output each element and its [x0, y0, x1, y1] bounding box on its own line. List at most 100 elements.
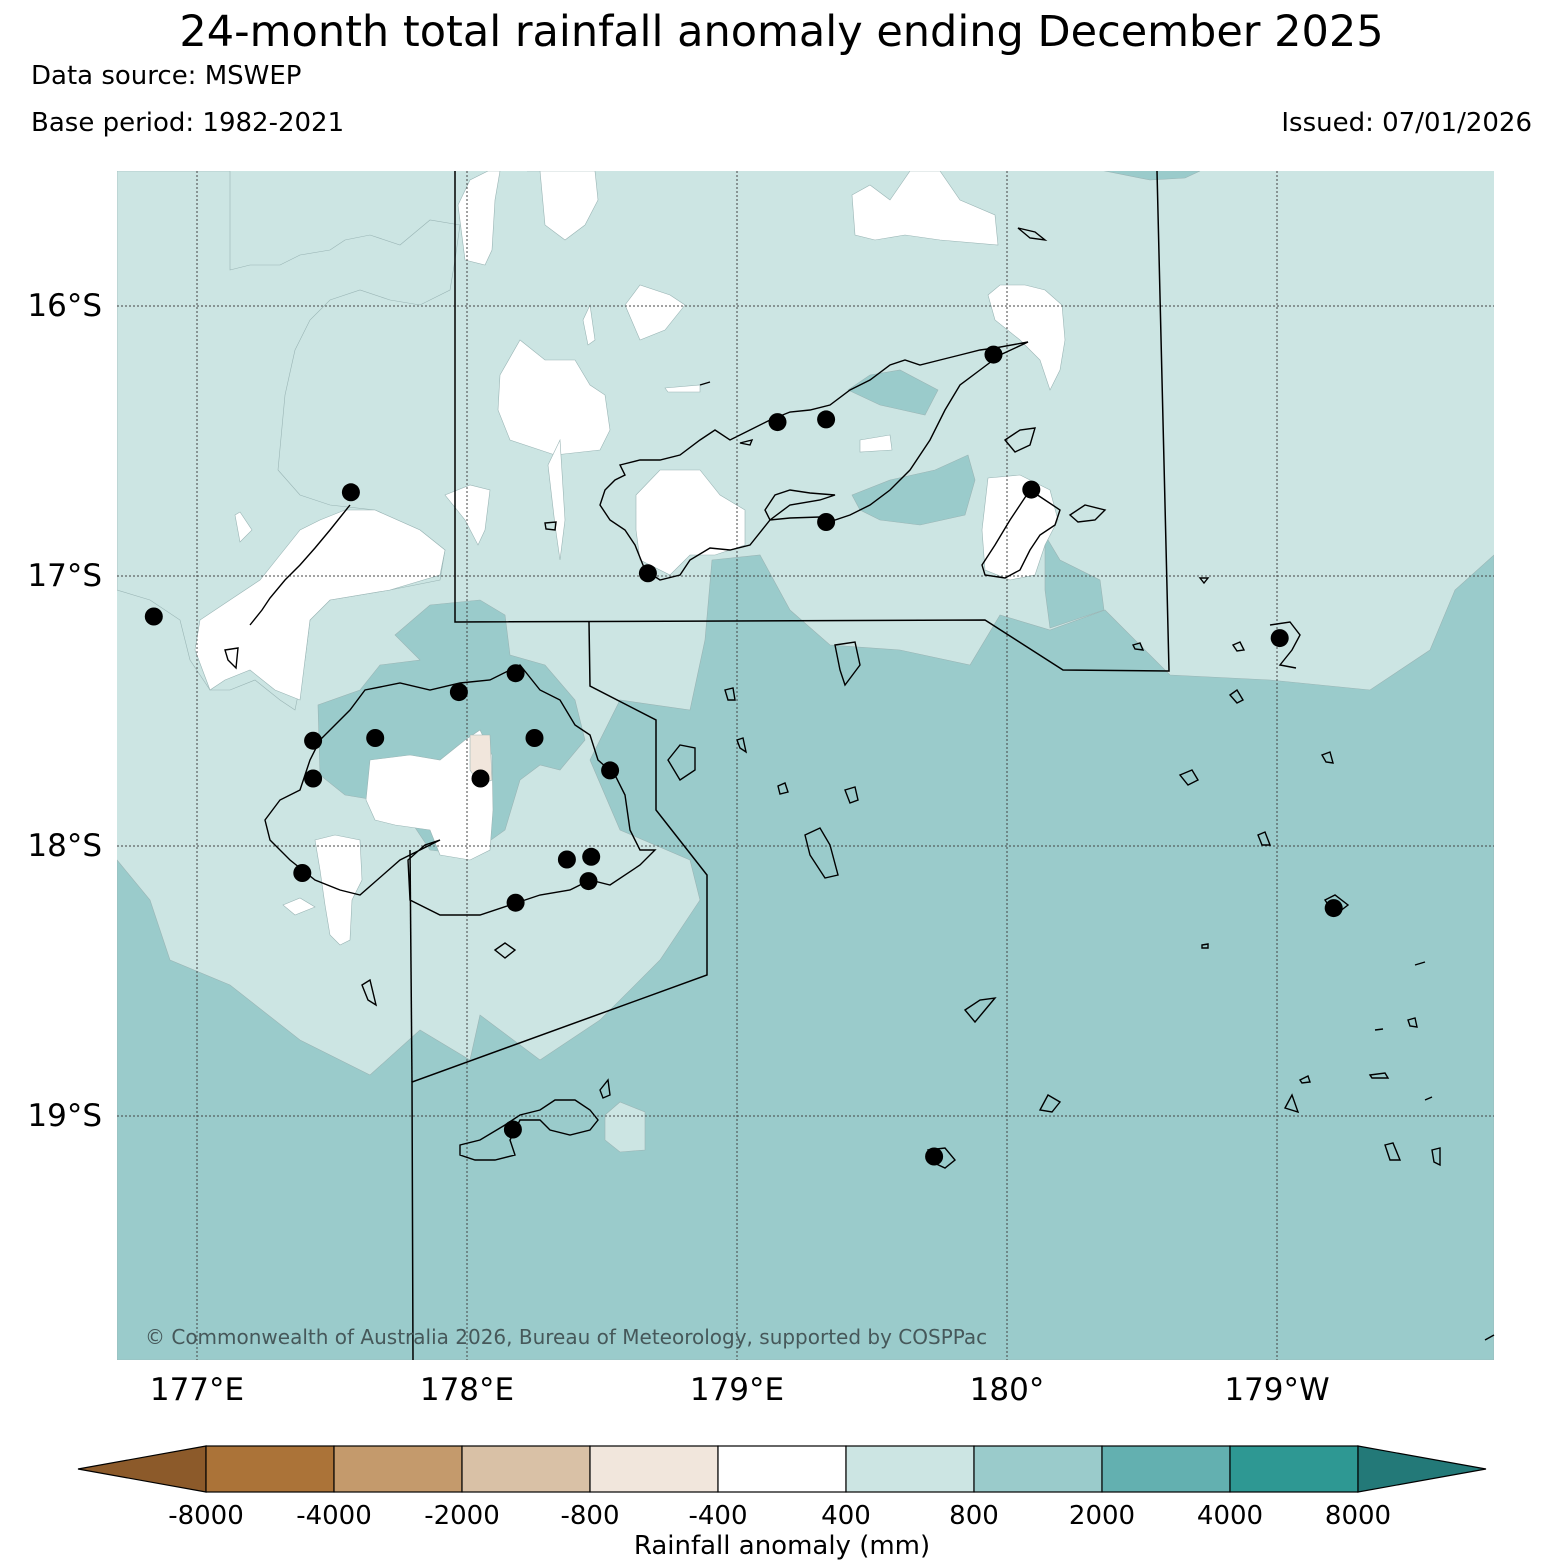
island-levuka-reef — [1198, 577, 1210, 585]
station-marker — [817, 513, 836, 531]
lat-label-16s: 16°S — [27, 288, 102, 324]
island-fulaga — [1431, 1147, 1441, 1167]
station-marker — [768, 413, 787, 432]
station-marker — [503, 1120, 522, 1139]
island-vatulele — [361, 978, 378, 1007]
station-marker — [304, 731, 323, 750]
island-vanua-vatu — [1368, 1072, 1390, 1079]
lat-label-19s: 19°S — [27, 1098, 102, 1134]
latitude-labels: 16°S 17°S 18°S 19°S — [27, 288, 102, 1134]
island-yasayasa — [1407, 1017, 1418, 1028]
island-naitauba — [1228, 688, 1244, 704]
station-marker — [638, 564, 657, 583]
colorbar-tick-label: 400 — [821, 1501, 871, 1531]
station-marker — [304, 769, 323, 788]
station-marker — [144, 607, 163, 626]
anomaly-band-800-2000-south — [117, 554, 1494, 1360]
station-marker — [506, 664, 525, 683]
island-kabara — [1283, 1093, 1300, 1114]
station-marker — [579, 872, 598, 891]
colorbar-tick-label: 8000 — [1325, 1501, 1391, 1531]
lon-label-179e: 179°E — [690, 1372, 784, 1408]
island-totoya — [1038, 1094, 1062, 1113]
colorbar-segment — [333, 1445, 463, 1493]
anomaly-band-800-2000-east — [1044, 533, 1105, 629]
colorbar-segment — [717, 1445, 847, 1493]
station-marker — [366, 729, 385, 747]
colorbar-tick-label: -2000 — [424, 1501, 500, 1531]
station-marker — [557, 850, 576, 869]
base-period-text: Base period: 1982-2021 — [31, 108, 345, 138]
island-gau — [804, 827, 839, 879]
station-marker — [471, 769, 490, 788]
station-marker — [341, 483, 360, 502]
island-namuka — [1374, 1028, 1384, 1031]
island-ono-i-lau — [1384, 1142, 1402, 1161]
island-ogea — [1424, 1096, 1433, 1101]
island-vanuabalavu — [1269, 621, 1301, 669]
station-marker — [1270, 629, 1289, 648]
station-marker — [293, 864, 312, 882]
lon-label-179w: 179°W — [1224, 1372, 1329, 1408]
lat-label-17s: 17°S — [27, 558, 102, 594]
lon-label-177e: 177°E — [150, 1372, 244, 1408]
colorbar-tick-label: -400 — [688, 1501, 747, 1531]
colorbar-tick-label: 4000 — [1197, 1501, 1263, 1531]
island-mamanuca — [224, 647, 239, 670]
colorbar-extend-low — [77, 1445, 207, 1493]
colorbar-tick-label: -800 — [560, 1501, 619, 1531]
island-nayau — [1257, 831, 1272, 846]
anomaly-band-800-2000-north-3 — [1103, 171, 1201, 181]
colorbar-extend-high — [1357, 1445, 1487, 1493]
colorbar-segment — [461, 1445, 591, 1493]
island-ruins-1 — [599, 1078, 611, 1099]
island-beqa — [493, 942, 517, 959]
island-batiki — [777, 782, 789, 795]
lat-label-18s: 18°S — [27, 828, 102, 864]
island-yadua — [544, 521, 557, 531]
station-marker — [1324, 899, 1343, 918]
colorbar-segment — [973, 1445, 1103, 1493]
station-markers — [144, 345, 1343, 1166]
longitude-labels: 177°E 178°E 179°E 180° 179°W — [150, 1372, 1330, 1408]
colorbar-tick-label: -8000 — [168, 1501, 244, 1531]
colorbar-tick-label: 800 — [949, 1501, 999, 1531]
station-marker — [984, 345, 1003, 364]
kadavu-coast — [459, 1099, 599, 1161]
lon-label-180: 180° — [970, 1372, 1045, 1408]
map-title: 24-month total rainfall anomaly ending D… — [179, 7, 1384, 57]
station-marker — [817, 410, 836, 429]
colorbar-segment — [1101, 1445, 1231, 1493]
station-marker — [449, 683, 468, 702]
anomaly-band-800-2000-north-2 — [851, 454, 976, 526]
island-rabi — [1003, 427, 1036, 453]
island-nairai — [844, 786, 859, 804]
island-kanacea — [1231, 641, 1246, 652]
lon-label-178e: 178°E — [420, 1372, 514, 1408]
station-marker — [601, 761, 620, 780]
island-yasawa — [249, 504, 351, 626]
island-wakaya — [736, 737, 748, 754]
copyright-text: © Commonwealth of Australia 2026, Bureau… — [145, 1325, 987, 1349]
colorbar-segment — [589, 1445, 719, 1493]
colorbar-segment — [845, 1445, 975, 1493]
data-source-text: Data source: MSWEP — [31, 61, 302, 91]
island-cicia — [1178, 769, 1199, 786]
island-nukulau — [1201, 943, 1209, 949]
colorbar-segment — [205, 1445, 335, 1493]
station-marker — [1022, 480, 1041, 499]
island-moala — [963, 997, 997, 1024]
island-ovalau — [834, 641, 861, 687]
station-marker — [582, 847, 601, 866]
island-mago — [1320, 751, 1334, 764]
station-marker — [506, 893, 525, 912]
island-makogai — [724, 687, 736, 701]
station-marker — [925, 1147, 944, 1166]
island-cikobia — [1017, 227, 1048, 242]
island-qamea — [1068, 504, 1107, 523]
colorbar-tick-label: 2000 — [1069, 1501, 1135, 1531]
colorbar: -8000 -4000 -2000 -800 -400 400 800 2000 4000 800… — [77, 1445, 1487, 1561]
island-mali — [739, 438, 754, 446]
vanua-levu-coast — [599, 341, 1029, 581]
